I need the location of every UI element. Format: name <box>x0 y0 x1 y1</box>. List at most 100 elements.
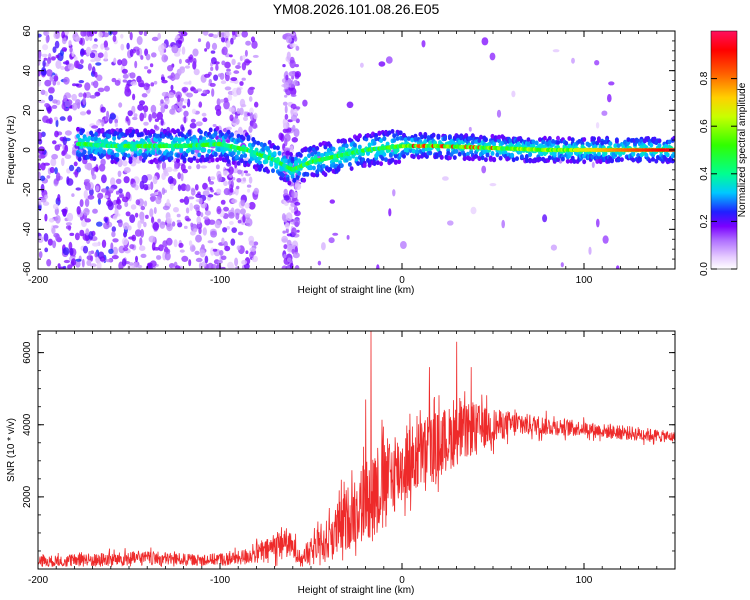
spectrogram-band-cell <box>120 131 125 137</box>
spectrogram-band-cell <box>339 163 344 169</box>
spectrogram-noise-cell <box>61 150 66 157</box>
spectrogram-noise-cell <box>230 77 238 82</box>
spectrogram-noise-cell <box>220 255 227 261</box>
spectrogram-band-cell <box>413 136 418 142</box>
spectrogram-noise-cell <box>78 80 85 84</box>
spectrogram-noise-cell <box>135 255 138 263</box>
spectrogram-band-cell <box>216 147 221 152</box>
spectrogram-noise-cell <box>223 206 229 212</box>
spectrogram-noise-cell <box>378 61 386 67</box>
spectrogram-noise-cell <box>241 31 248 38</box>
spectrogram-noise-cell <box>43 233 49 242</box>
colorbar-tick-label: 0.2 <box>699 214 710 228</box>
spectrogram-noise-cell <box>185 207 190 214</box>
spectrogram-noise-cell <box>97 87 105 93</box>
spectrogram-noise-cell <box>284 133 291 142</box>
spectrogram-noise-cell <box>139 237 143 246</box>
spectrogram-band-cell <box>302 177 307 183</box>
spectrogram-noise-cell <box>69 164 75 172</box>
spectrogram-band-cell <box>252 139 257 145</box>
spectrogram-band-cell <box>320 153 325 158</box>
spectrogram-band-cell <box>234 154 239 160</box>
spectrogram-band-cell <box>310 151 315 157</box>
spectrogram-band-cell <box>275 145 280 151</box>
spectrogram-noise-cell <box>290 114 298 122</box>
spectrogram-noise-cell <box>231 227 237 234</box>
spectrogram-band-cell <box>151 150 156 156</box>
spectrogram-noise-cell <box>62 136 67 146</box>
spectrogram-noise-cell <box>100 43 105 50</box>
spectrogram-noise-cell <box>204 255 209 264</box>
spectrogram-noise-cell <box>223 188 231 196</box>
spectrogram-band-cell <box>654 158 659 164</box>
spectrogram-noise-cell <box>143 121 149 126</box>
spectrogram-noise-cell <box>295 45 300 51</box>
spectrogram-band-cell <box>172 129 177 135</box>
spectrogram-noise-cell <box>236 185 240 190</box>
spectrogram-band-cell <box>447 134 452 140</box>
spectrogram-noise-cell <box>237 169 243 175</box>
spectrogram-band-cell <box>123 152 128 158</box>
spectrogram-noise-cell <box>193 68 200 76</box>
spectrogram-noise-cell <box>151 36 159 42</box>
spectrogram-band-cell <box>149 159 154 165</box>
spectrogram-noise-cell <box>118 188 123 194</box>
spectrogram-noise-cell <box>122 73 129 79</box>
spectrogram-band-cell <box>293 156 298 162</box>
spectrogram-band-cell <box>379 161 384 167</box>
spectrogram-noise-cell <box>143 31 147 37</box>
spectrogram-noise-cell <box>237 231 244 236</box>
spectrogram-band-cell <box>338 146 343 152</box>
spectrogram-band-cell <box>488 155 493 161</box>
spectrogram-band-cell <box>180 137 185 142</box>
spectrogram-band-cell <box>547 136 552 141</box>
spectrogram-noise-cell <box>177 94 181 103</box>
spectrogram-noise-cell <box>96 221 103 227</box>
spectrogram-noise-cell <box>139 245 146 251</box>
spectrogram-noise-cell <box>198 227 202 235</box>
spectrogram-noise-cell <box>54 116 58 121</box>
spectrogram-noise-cell <box>75 36 81 42</box>
spectrogram-band-cell <box>336 138 341 144</box>
spectrogram-noise-cell <box>38 60 41 66</box>
spectrogram-noise-cell <box>214 220 221 229</box>
spectrogram-noise-cell <box>143 221 147 228</box>
spectrogram-noise-cell <box>376 264 380 269</box>
spectrogram-band-cell <box>452 155 457 161</box>
spectrogram-noise-cell <box>193 228 198 233</box>
spectrogram-noise-cell <box>111 77 117 83</box>
spectrogram-noise-cell <box>129 72 136 79</box>
spectrogram-noise-cell <box>191 245 196 252</box>
spectrogram-band-cell <box>180 133 185 139</box>
spectrogram-noise-cell <box>252 54 259 58</box>
spectrogram-noise-cell <box>173 207 179 213</box>
spectrogram-noise-cell <box>210 66 214 71</box>
spectrogram-noise-cell <box>94 31 98 35</box>
spectrogram-noise-cell <box>41 53 48 58</box>
spectrogram-noise-cell <box>52 240 57 249</box>
spectrogram-band-cell <box>210 157 215 163</box>
spectrogram-noise-cell <box>242 177 246 182</box>
spectrogram-noise-cell <box>193 204 200 210</box>
spectrogram-noise-cell <box>42 60 46 68</box>
spectrogram-band-cell <box>423 132 428 137</box>
spectrogram-band-cell <box>303 156 308 162</box>
spectrogram-noise-cell <box>76 166 81 173</box>
spectrogram-band-cell <box>230 132 234 138</box>
spectrogram-noise-cell <box>68 40 72 47</box>
spectrogram-band-cell <box>223 146 228 152</box>
spectrogram-noise-cell <box>226 126 232 131</box>
spectrogram-noise-cell <box>171 221 176 227</box>
spectrogram-noise-cell <box>128 262 134 266</box>
spectrogram-noise-cell <box>210 50 216 54</box>
spectrogram-band-cell <box>100 139 105 145</box>
spectrogram-noise-cell <box>156 111 163 120</box>
spectrogram-band-cell <box>531 139 536 145</box>
spectrogram-noise-cell <box>178 242 184 248</box>
spectrogram-band-cell <box>290 174 295 179</box>
spectrogram-noise-cell <box>91 125 99 129</box>
spectrogram-noise-cell <box>75 260 81 268</box>
spectrogram-noise-cell <box>229 265 235 269</box>
spectrogram-band-cell <box>528 158 533 164</box>
spectrogram-noise-cell <box>92 208 98 214</box>
